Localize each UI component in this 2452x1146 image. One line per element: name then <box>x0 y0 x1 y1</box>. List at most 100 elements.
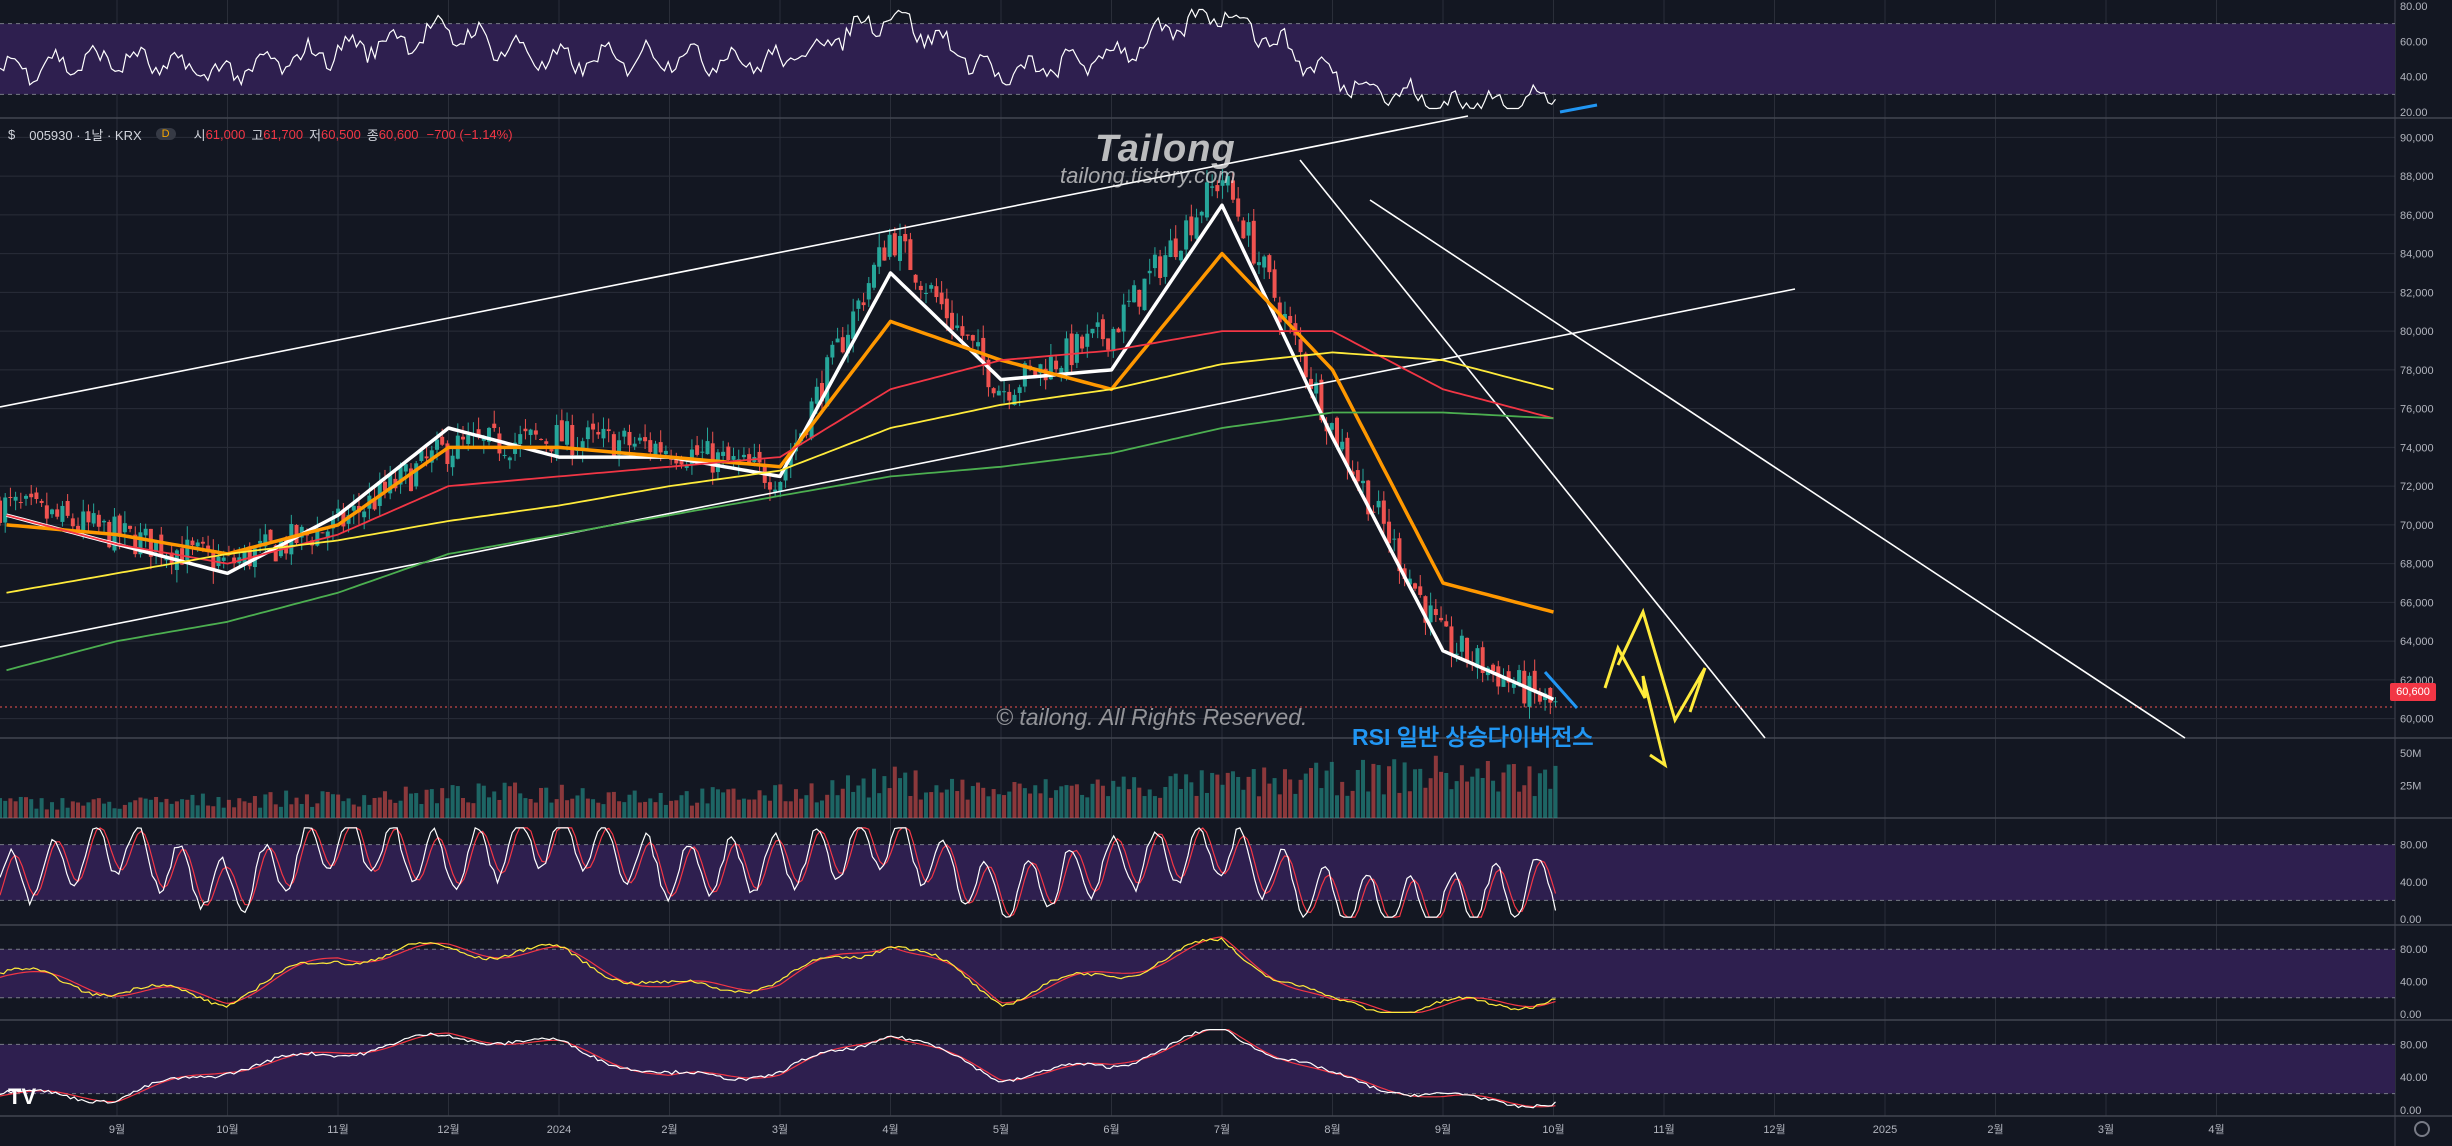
volume-bar <box>1532 796 1537 818</box>
volume-bar <box>471 803 476 818</box>
candle-body <box>1454 653 1459 655</box>
volume-bar <box>1262 767 1267 818</box>
volume-bar <box>741 798 746 818</box>
volume-bar <box>700 788 705 818</box>
volume-bar <box>830 780 835 818</box>
volume-bar <box>1340 781 1345 818</box>
candle-body <box>528 429 533 436</box>
candle-body <box>1017 387 1022 393</box>
volume-bar <box>736 799 741 818</box>
candle-body <box>1095 322 1100 327</box>
volume-bar <box>840 788 845 818</box>
volume-bar <box>450 785 455 818</box>
candle-body <box>1152 254 1157 269</box>
volume-bar <box>388 799 393 818</box>
volume-bar <box>601 804 606 818</box>
volume-bar <box>528 799 533 818</box>
volume-bar <box>284 790 289 818</box>
volume-bar <box>814 802 819 818</box>
volume-bar <box>1251 769 1256 818</box>
candle-body <box>138 532 143 555</box>
candle-body <box>200 541 205 544</box>
candle-body <box>1038 364 1043 374</box>
volume-bar <box>1132 777 1137 818</box>
volume-bar <box>684 791 689 818</box>
candle-body <box>1361 480 1366 484</box>
volume-bar <box>278 806 283 818</box>
volume-bar <box>1371 763 1376 818</box>
volume-bar <box>1147 789 1152 818</box>
trendline <box>1369 199 2186 739</box>
volume-bar <box>523 798 528 818</box>
open-value: 61,000 <box>205 126 246 142</box>
candle-body <box>1194 217 1199 239</box>
volume-bar <box>268 792 273 818</box>
volume-bar <box>169 803 174 818</box>
tradingview-logo[interactable]: TV <box>8 1084 37 1109</box>
volume-bar <box>1126 789 1131 818</box>
volume-bar <box>1241 789 1246 818</box>
volume-bar <box>861 778 866 818</box>
volume-bar <box>918 799 923 818</box>
volume-tick-label: 50M <box>2400 748 2421 760</box>
candle-body <box>908 239 913 271</box>
candle-body <box>851 311 856 339</box>
x-tick-label: 4월 <box>2208 1123 2224 1136</box>
candle-body <box>819 382 824 402</box>
volume-bar <box>13 801 18 818</box>
data-status-badge[interactable]: D <box>155 128 176 140</box>
candle-body <box>1090 328 1095 334</box>
candle-body <box>382 481 387 491</box>
volume-bar <box>1439 771 1444 818</box>
oscillator-tick-label: 60.00 <box>2400 36 2428 48</box>
oscillator-line <box>0 8 1556 110</box>
volume-bar <box>65 807 70 818</box>
candle-body <box>1480 647 1485 673</box>
candle-body <box>299 526 304 538</box>
volume-bar <box>367 804 372 818</box>
volume-bar <box>492 791 497 818</box>
candle-body <box>1256 262 1261 266</box>
candle-body <box>60 505 65 522</box>
volume-bar <box>143 798 148 818</box>
candle-body <box>1111 328 1116 352</box>
volume-bar <box>622 802 627 818</box>
symbol-title[interactable]: 005930 · 1날 · KRX <box>29 127 142 143</box>
candle-body <box>996 390 1001 396</box>
oscillator-tick-label: 40.00 <box>2400 1072 2428 1084</box>
candle-body <box>695 445 700 455</box>
candle-body <box>1465 637 1470 661</box>
x-tick-label: 12월 <box>1763 1123 1785 1136</box>
volume-bar <box>710 787 715 818</box>
volume-bar <box>788 801 793 818</box>
volume-bar <box>1033 785 1038 818</box>
oscillator-line <box>0 937 1556 1014</box>
candle-body <box>856 300 861 309</box>
x-tick-label: 4월 <box>882 1123 898 1136</box>
candle-body <box>596 432 601 435</box>
candle-body <box>18 502 23 504</box>
forecast-arrow-down <box>1603 644 1668 769</box>
candle-body <box>710 443 715 473</box>
volume-bar <box>1418 768 1423 818</box>
watermark-subtitle: tailong.tistory.com <box>1060 163 1236 188</box>
candle-body <box>830 344 835 358</box>
volume-bar <box>507 786 512 818</box>
volume-bar <box>898 778 903 818</box>
candle-body <box>606 429 611 432</box>
volume-bar <box>1116 786 1121 818</box>
candle-body <box>1335 417 1340 447</box>
candle-body <box>190 540 195 546</box>
candle-body <box>767 482 772 490</box>
candle-body <box>903 234 908 242</box>
candle-body <box>627 431 632 446</box>
candle-body <box>1491 664 1496 672</box>
volume-bar <box>29 799 34 818</box>
volume-bar <box>1189 782 1194 818</box>
candle-body <box>991 388 996 394</box>
settings-icon[interactable] <box>2414 1121 2430 1137</box>
volume-bar <box>1184 774 1189 818</box>
candle-body <box>1126 300 1131 302</box>
volume-bar <box>793 789 798 818</box>
